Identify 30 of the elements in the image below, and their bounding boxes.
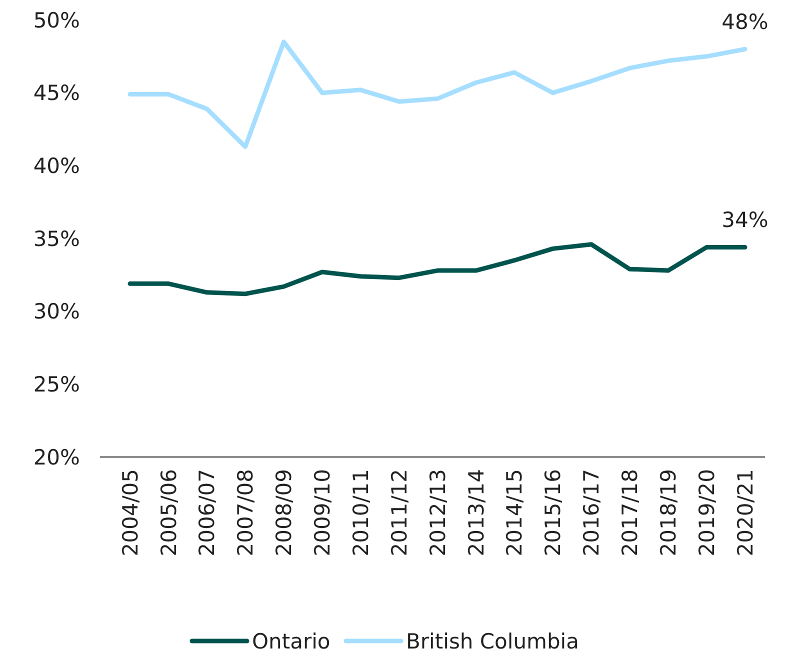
x-tick-label: 2016/17 bbox=[580, 469, 604, 556]
x-tick-label: 2008/09 bbox=[272, 469, 296, 556]
x-tick-label: 2017/18 bbox=[618, 469, 642, 556]
y-tick-label: 25% bbox=[33, 372, 80, 397]
y-tick-label: 45% bbox=[33, 81, 80, 106]
x-tick-label: 2013/14 bbox=[464, 469, 488, 556]
x-tick-label: 2014/15 bbox=[502, 469, 527, 556]
line-series bbox=[128, 242, 748, 296]
y-tick-label: 20% bbox=[33, 445, 80, 470]
legend-label: Ontario bbox=[252, 629, 330, 654]
data-label: 48% bbox=[722, 10, 768, 34]
data-label: 34% bbox=[722, 208, 768, 232]
x-tick-label: 2020/21 bbox=[733, 469, 758, 556]
x-tick-label: 2012/13 bbox=[426, 469, 450, 556]
x-tick-label: 2019/20 bbox=[694, 469, 719, 556]
x-tick-label: 2006/07 bbox=[195, 469, 220, 556]
x-tick-label: 2005/06 bbox=[156, 469, 181, 556]
x-tick-label: 2009/10 bbox=[310, 469, 335, 556]
y-tick-label: 35% bbox=[33, 226, 80, 251]
x-tick-label: 2010/11 bbox=[348, 469, 373, 556]
x-tick-label: 2004/05 bbox=[118, 469, 142, 556]
x-tick-label: 2015/16 bbox=[541, 469, 566, 556]
x-tick-label: 2011/12 bbox=[387, 469, 412, 556]
y-tick-label: 40% bbox=[33, 154, 80, 178]
x-tick-label: 2018/19 bbox=[656, 469, 680, 556]
legend-label: British Columbia bbox=[406, 629, 580, 654]
y-tick-label: 50% bbox=[33, 8, 80, 32]
line-series bbox=[128, 40, 748, 149]
y-tick-label: 30% bbox=[33, 300, 80, 324]
x-tick-label: 2007/08 bbox=[234, 469, 258, 556]
